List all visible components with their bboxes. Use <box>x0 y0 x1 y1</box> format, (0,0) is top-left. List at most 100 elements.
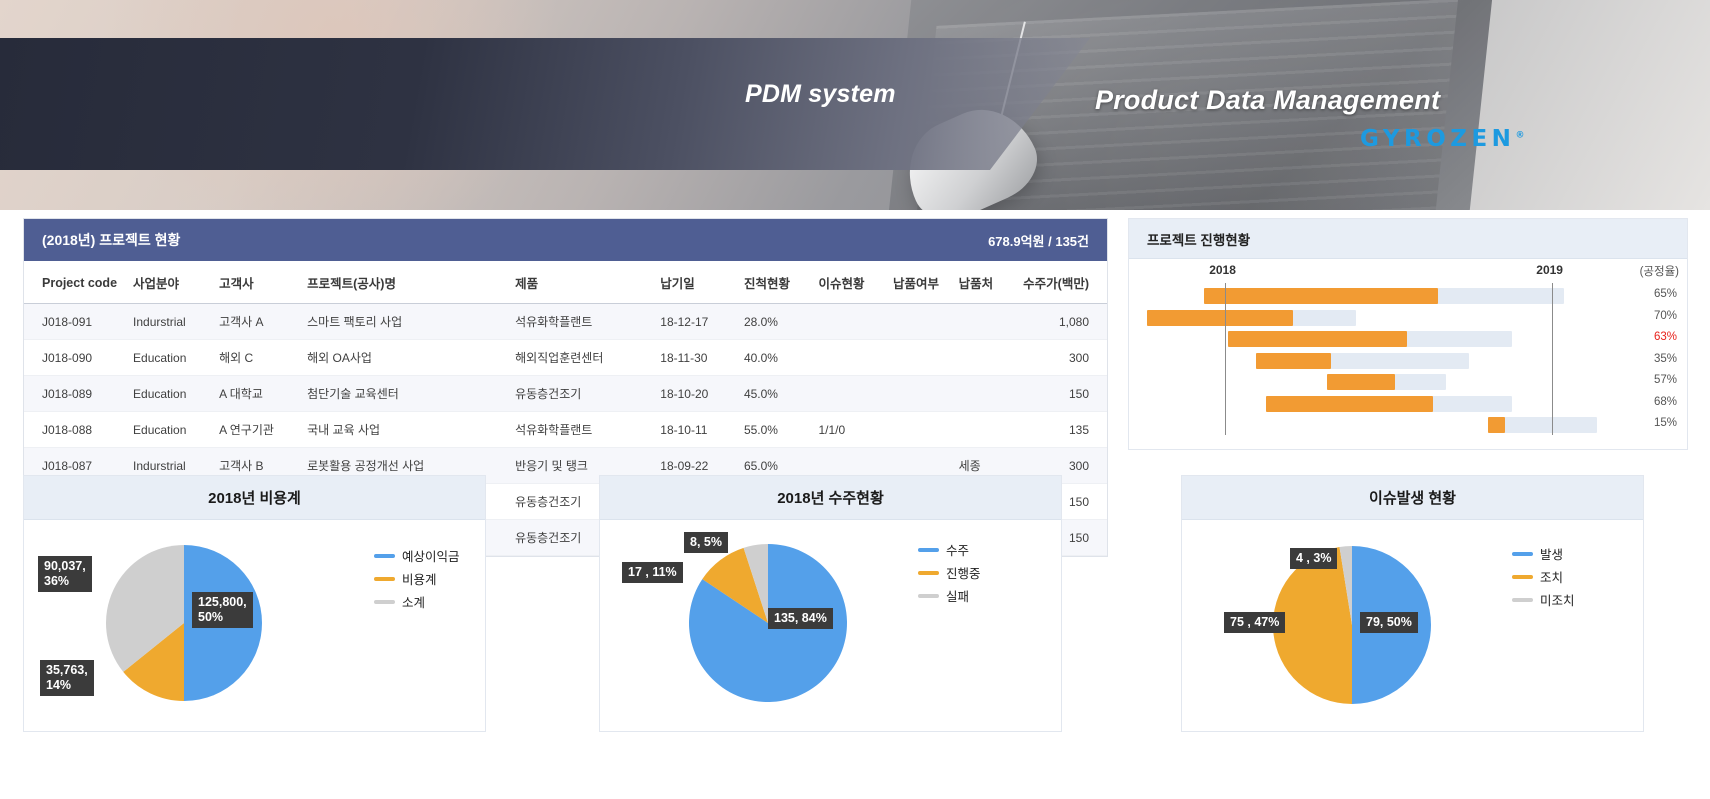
table-row[interactable]: J018-088 Education A 연구기관 국내 교육 사업 석유화학플… <box>24 411 1107 448</box>
project-status-summary: 678.9억원 / 135건 <box>988 233 1089 249</box>
legend-swatch-icon <box>1512 597 1533 602</box>
legend-swatch-icon <box>374 576 395 581</box>
cell-due-date: 18-10-20 <box>652 375 736 412</box>
project-table-head: Project code 사업분야 고객사 프로젝트(공사)명 제품 납기일 진… <box>24 261 1107 304</box>
cell-business-field: Education <box>125 339 212 376</box>
table-row[interactable]: J018-091 Indurstrial 고객사 A 스마트 팩토리 사업 석유… <box>24 303 1107 340</box>
col-customer: 고객사 <box>211 261 300 304</box>
pie-data-label: 75 , 47% <box>1224 612 1286 633</box>
gantt-progress-percent: 57% <box>1653 374 1677 386</box>
cell-delivery <box>885 375 951 412</box>
cell-product: 석유화학플랜트 <box>507 303 653 340</box>
cell-progress: 45.0% <box>735 375 811 412</box>
legend-item[interactable]: 진행중 <box>918 563 981 582</box>
gantt-row[interactable]: 63% <box>1129 328 1687 350</box>
legend-item[interactable]: 소계 <box>374 592 460 611</box>
gantt-progress-percent: 70% <box>1653 309 1677 322</box>
project-status-header: (2018년) 프로젝트 현황 678.9억원 / 135건 <box>24 219 1107 261</box>
cell-due-date: 18-11-30 <box>652 339 736 376</box>
gantt-track <box>1256 352 1470 369</box>
cell-delivery-place <box>950 375 1015 412</box>
cell-progress: 40.0% <box>735 339 811 376</box>
cost-pie-title: 2018년 비용계 <box>208 490 301 507</box>
gantt-row[interactable]: 57% <box>1129 371 1687 393</box>
cell-progress: 55.0% <box>735 411 811 448</box>
pie-slice[interactable] <box>123 623 184 701</box>
cell-order-amount: 150 <box>1014 375 1107 412</box>
issue-pie-panel: 이슈발생 현황 79, 50% 75 , 47% 4 , 3% 발생 조치 미조치 <box>1181 475 1644 732</box>
cell-delivery <box>885 411 951 448</box>
pie-slice[interactable] <box>743 544 768 623</box>
col-delivery-place: 납품처 <box>950 261 1015 304</box>
legend-label: 조치 <box>1540 571 1564 585</box>
legend-swatch-icon <box>374 553 395 558</box>
legend-item[interactable]: 수주 <box>918 540 981 559</box>
cell-delivery-place <box>950 411 1015 448</box>
legend-label: 실패 <box>946 590 970 604</box>
legend-label: 비용계 <box>402 573 437 587</box>
table-row[interactable]: J018-090 Education 해외 C 해외 OA사업 해외직업훈련센터… <box>24 339 1107 376</box>
logo-registered-mark: ® <box>1515 130 1529 141</box>
gantt-row[interactable]: 15% <box>1129 414 1687 436</box>
pie-slice[interactable] <box>702 547 768 623</box>
col-project-code: Project code <box>24 261 126 304</box>
gantt-progress-percent: 65% <box>1653 288 1677 300</box>
gantt-row[interactable]: 68% <box>1129 393 1687 415</box>
cell-customer: 해외 C <box>211 339 300 376</box>
legend-label: 예상이익금 <box>402 550 460 564</box>
gantt-row-list: 65% 70% 63% 35% 57% 68% 15% <box>1129 285 1687 436</box>
table-row[interactable]: J018-089 Education A 대학교 첨단기술 교육센터 유동층건조… <box>24 375 1107 412</box>
cell-order-amount: 135 <box>1014 411 1107 448</box>
gantt-row[interactable]: 65% <box>1129 285 1687 307</box>
cost-pie-panel: 2018년 비용계 125,800, 50% 35,763, 14% 90,037,… <box>23 475 486 732</box>
cost-pie-header: 2018년 비용계 <box>24 476 485 520</box>
gantt-axis-label-2018: 2018 <box>1209 263 1236 277</box>
header-banner: PDM system Product Data Management GYROZ… <box>0 0 1710 210</box>
legend-item[interactable]: 비용계 <box>374 569 460 588</box>
legend-label: 미조치 <box>1540 594 1575 608</box>
project-progress-header: 프로젝트 진행현황 <box>1129 219 1687 259</box>
order-pie-body: 135, 84% 17 , 11% 8, 5% 수주 진행중 실패 <box>600 520 1061 732</box>
pie-slice[interactable] <box>1339 546 1352 625</box>
col-product: 제품 <box>507 261 653 304</box>
pie-slice[interactable] <box>106 545 184 672</box>
app-title: PDM system <box>745 80 896 108</box>
col-delivery: 납품여부 <box>885 261 951 304</box>
cell-customer: 고객사 A <box>211 303 300 340</box>
gantt-progress-fill <box>1265 395 1434 412</box>
cell-delivery-place <box>950 339 1015 376</box>
cell-progress: 28.0% <box>735 303 811 340</box>
legend-item[interactable]: 예상이익금 <box>374 546 460 565</box>
legend-item[interactable]: 실패 <box>918 586 981 605</box>
pie-data-label: 125,800, 50% <box>192 592 253 628</box>
legend-item[interactable]: 발생 <box>1512 544 1575 563</box>
cell-issue <box>810 339 886 376</box>
legend-label: 소계 <box>402 596 426 610</box>
cell-business-field: Education <box>125 411 212 448</box>
col-due-date: 납기일 <box>652 261 736 304</box>
logo-text: GYROZEN <box>1360 126 1516 152</box>
gantt-axis: 2018 2019 (공정율) <box>1129 259 1687 283</box>
gantt-track <box>1147 309 1356 326</box>
cell-product: 해외직업훈련센터 <box>507 339 653 376</box>
legend-item[interactable]: 조치 <box>1512 567 1575 586</box>
legend-item[interactable]: 미조치 <box>1512 590 1575 609</box>
cost-pie-body: 125,800, 50% 35,763, 14% 90,037, 36% 예상이익금 비… <box>24 520 485 732</box>
gantt-progress-percent: 63% <box>1653 331 1677 343</box>
issue-pie-body: 79, 50% 75 , 47% 4 , 3% 발생 조치 미조치 <box>1182 520 1643 732</box>
gantt-row[interactable]: 35% <box>1129 350 1687 372</box>
project-progress-panel: 프로젝트 진행현황 2018 2019 (공정율) 65% 70% 63% 35% 57… <box>1128 218 1688 450</box>
gantt-progress-percent: 68% <box>1653 395 1677 408</box>
gantt-row[interactable]: 70% <box>1129 307 1687 329</box>
col-order-amount: 수주가(백만) <box>1014 261 1107 304</box>
cell-delivery-place <box>950 303 1015 340</box>
legend-swatch-icon <box>918 570 939 575</box>
col-project-name: 프로젝트(공사)명 <box>299 261 508 304</box>
table-header-row: Project code 사업분야 고객사 프로젝트(공사)명 제품 납기일 진… <box>24 261 1107 304</box>
cell-delivery <box>885 303 951 340</box>
cell-product: 석유화학플랜트 <box>507 411 653 448</box>
pie-slice[interactable] <box>1273 546 1352 704</box>
